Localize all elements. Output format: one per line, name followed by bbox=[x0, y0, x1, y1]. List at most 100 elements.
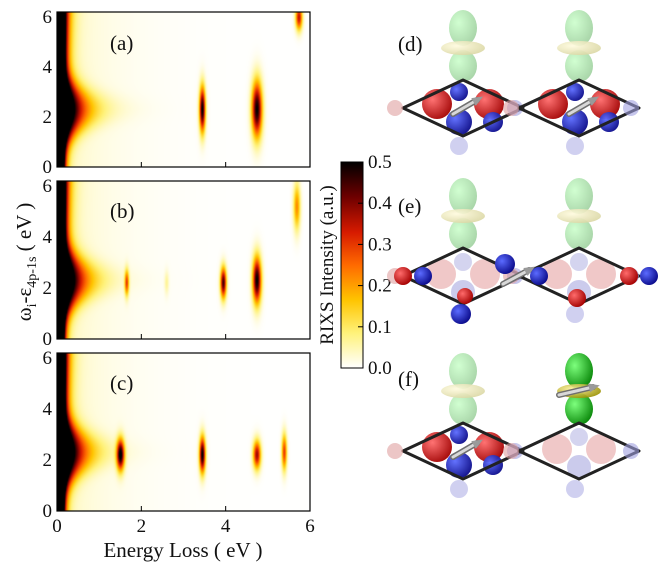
dz2-orbital bbox=[441, 10, 485, 82]
ligand-atom bbox=[640, 267, 658, 285]
heatmap-image-b bbox=[57, 181, 310, 339]
ligand-atom bbox=[451, 304, 471, 324]
orbital-lobe-blue bbox=[450, 83, 468, 101]
ligand-atom bbox=[414, 267, 432, 285]
orbital-lobe-faded bbox=[586, 434, 616, 464]
ligand-atom bbox=[620, 267, 638, 285]
spin-arrow-highlight bbox=[567, 98, 595, 116]
colorbar-ticks: 0.5 0.4 0.3 0.2 0.1 0.0 bbox=[358, 152, 392, 379]
panel-label-b: (b) bbox=[110, 199, 135, 223]
orbital-lobe-faded bbox=[570, 253, 588, 271]
orbital-lobe-lower bbox=[449, 218, 477, 250]
ligand-atom bbox=[623, 100, 639, 116]
spin-arrow-head bbox=[523, 266, 536, 276]
orbital-lobe-lower bbox=[449, 393, 477, 425]
orbital-diagram-e bbox=[387, 178, 658, 324]
colorbar-tick-label: 0.1 bbox=[368, 317, 392, 338]
colorbar-tick-label: 0.2 bbox=[368, 276, 392, 297]
orbital-lobe-faded bbox=[570, 428, 588, 446]
heatmap-image-a bbox=[57, 12, 310, 167]
orbital-diagram-f bbox=[387, 353, 641, 498]
y-tick-label: 0 bbox=[43, 329, 53, 350]
spin-arrow-highlight bbox=[451, 441, 479, 459]
diagram-label-d: (d) bbox=[398, 32, 423, 56]
orbital-lobe-blue bbox=[566, 83, 584, 101]
y-tick-label: 4 bbox=[43, 399, 53, 420]
orbital-lobe-upper bbox=[449, 353, 477, 389]
orbital-diagram-d bbox=[387, 10, 641, 155]
x-ticks: 0 2 4 6 bbox=[52, 162, 315, 537]
dz2-orbital bbox=[441, 178, 485, 250]
colorbar: 0.5 0.4 0.3 0.2 0.1 0.0 RIXS Intensity (a.u.) bbox=[317, 152, 392, 379]
y-tick-label: 6 bbox=[43, 7, 53, 28]
ligand-atom bbox=[450, 137, 468, 155]
orbital-lobe-lower bbox=[565, 218, 593, 250]
spin-arrow-head bbox=[471, 96, 484, 106]
heatmap-panel-c: (c) bbox=[56, 352, 311, 512]
y-tick-label: 6 bbox=[43, 348, 53, 369]
heatmap-image-c bbox=[57, 353, 310, 511]
orbital-lobe-lower bbox=[565, 50, 593, 82]
y-tick-label: 6 bbox=[43, 176, 53, 197]
x-tick-label: 4 bbox=[221, 516, 231, 537]
panel-frame-c bbox=[56, 352, 311, 512]
spin-arrow-highlight bbox=[501, 268, 531, 286]
ligand-atom bbox=[568, 289, 586, 307]
colorbar-gradient bbox=[340, 161, 364, 369]
orbital-torus bbox=[441, 209, 485, 223]
orbital-lobe-lower bbox=[449, 50, 477, 82]
orbital-lobe-upper bbox=[449, 10, 477, 46]
orbital-lobe-faded bbox=[470, 259, 500, 289]
spin-arrow-head bbox=[588, 383, 600, 393]
spin-arrow-highlight bbox=[557, 385, 595, 397]
dz2-orbital bbox=[557, 10, 601, 82]
heatmap-panel-a: (a) bbox=[56, 11, 311, 168]
orbital-lobe-upper bbox=[565, 353, 593, 389]
x-axis-label: Energy Loss ( eV ) bbox=[103, 538, 262, 562]
ligand-atom bbox=[387, 100, 403, 116]
x-tick-label: 6 bbox=[305, 516, 315, 537]
panel-label-a: (a) bbox=[110, 31, 133, 55]
ligand-atom bbox=[450, 480, 468, 498]
ligand-atom bbox=[495, 254, 515, 274]
x-tick-label: 2 bbox=[137, 516, 147, 537]
orbital-lobe-lower bbox=[565, 393, 593, 425]
spin-arrow-highlight bbox=[451, 98, 479, 116]
orbital-lobe-faded bbox=[426, 259, 456, 289]
orbital-lobe-faded bbox=[586, 259, 616, 289]
orbital-lobe-upper bbox=[565, 10, 593, 46]
orbital-lobe-upper bbox=[449, 178, 477, 214]
panel-frame-b bbox=[56, 180, 311, 340]
diagram-label-e: (e) bbox=[398, 194, 421, 218]
orbital-lobe-faded bbox=[454, 253, 472, 271]
y-tick-label: 2 bbox=[43, 450, 53, 471]
colorbar-tick-label: 0.3 bbox=[368, 234, 392, 255]
y-tick-label: 0 bbox=[43, 501, 53, 522]
y-tick-label: 0 bbox=[43, 157, 53, 178]
colorbar-tick-label: 0.4 bbox=[368, 193, 392, 214]
dz2-orbital bbox=[441, 353, 485, 425]
spin-arrow-head bbox=[587, 96, 600, 106]
ligand-atom bbox=[566, 305, 584, 323]
colorbar-tick-label: 0.5 bbox=[368, 152, 392, 173]
ligand-atom bbox=[457, 288, 473, 304]
diagram-label-f: (f) bbox=[398, 367, 419, 391]
orbital-lobe-faded bbox=[542, 434, 572, 464]
y-tick-label: 2 bbox=[43, 278, 53, 299]
orbital-lobe-faded bbox=[542, 259, 572, 289]
orbital-torus bbox=[557, 209, 601, 223]
orbital-lobe-faded bbox=[567, 455, 591, 479]
colorbar-label: RIXS Intensity (a.u.) bbox=[317, 185, 338, 344]
heatmap-panel-b: (b) bbox=[56, 180, 311, 340]
y-tick-label: 2 bbox=[43, 107, 53, 128]
orbital-torus bbox=[441, 41, 485, 55]
ligand-atom bbox=[503, 100, 519, 116]
ligand-atom bbox=[623, 443, 639, 459]
ligand-atom bbox=[566, 480, 584, 498]
x-tick-label: 0 bbox=[52, 516, 62, 537]
orbital-lobe-upper bbox=[565, 178, 593, 214]
ligand-atom bbox=[503, 443, 519, 459]
y-axis-label: ωi-ε4p-1s ( eV ) bbox=[12, 203, 40, 322]
